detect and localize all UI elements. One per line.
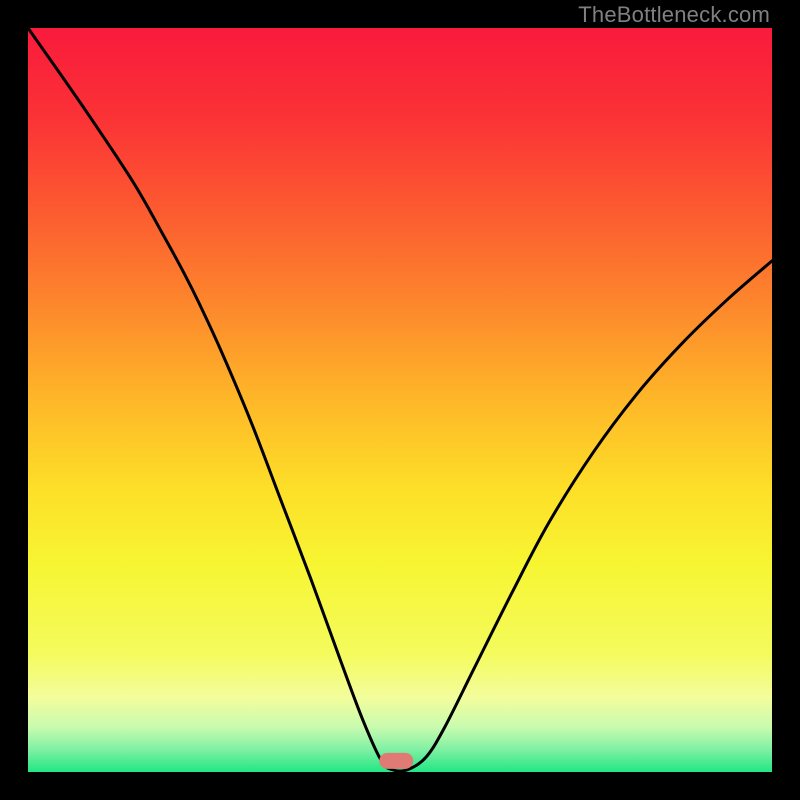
- gradient-background: [28, 28, 772, 772]
- watermark-text: TheBottleneck.com: [578, 2, 770, 28]
- optimum-marker: [379, 753, 413, 769]
- plot-area: [28, 28, 772, 772]
- bottleneck-curve-chart: [28, 28, 772, 772]
- chart-frame: TheBottleneck.com: [0, 0, 800, 800]
